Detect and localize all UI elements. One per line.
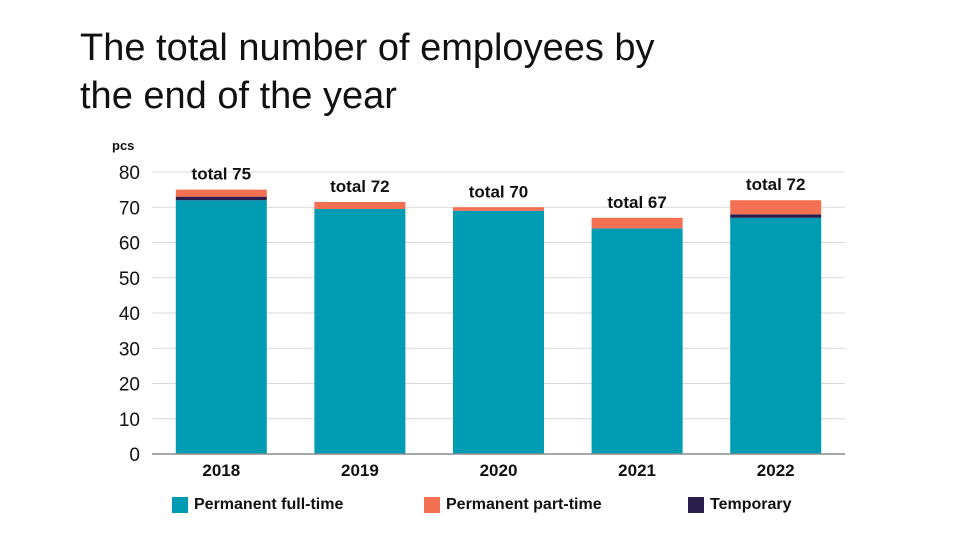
bar-2019-permanent-full-time [314,209,406,454]
y-tick-label-80: 80 [119,163,140,184]
x-tick-label-2018: 2018 [202,461,240,480]
bar-2020-permanent-full-time [453,210,544,454]
bar-2021-permanent-full-time [591,228,683,454]
y-tick-label-20: 20 [119,375,140,396]
y-tick-label-50: 50 [119,269,140,290]
bar-2022-temporary [730,214,822,218]
x-tick-label-2022: 2022 [757,461,795,480]
y-tick-label-0: 0 [129,445,140,466]
y-tick-label-70: 70 [119,198,140,219]
y-tick-label-40: 40 [119,304,140,325]
legend-item-permanent-part-time: Permanent part-time [424,496,602,514]
legend-label-permanent-part-time: Permanent part-time [446,496,602,513]
chart-title: The total number of employees by the end… [80,24,780,120]
stacked-bar-chart: pcs 0 10 20 30 40 50 60 70 80 total 75 2018 total 72… [112,138,845,480]
legend-swatch-permanent-part-time [424,497,440,513]
y-tick-label-30: 30 [119,339,140,360]
y-axis-unit-label: pcs [112,138,134,153]
bar-2021-permanent-part-time [591,217,683,229]
bar-2018-permanent-full-time [175,200,267,454]
x-tick-label-2019: 2019 [341,461,379,480]
total-label-2021: total 67 [607,193,667,212]
total-label-2022: total 72 [746,175,806,194]
y-tick-label-60: 60 [119,234,140,255]
legend-item-permanent-full-time: Permanent full-time [172,496,343,514]
total-label-2018: total 75 [192,165,252,184]
legend-swatch-temporary [688,497,704,513]
total-label-2020: total 70 [469,182,529,201]
total-label-2019: total 72 [330,177,390,196]
bar-2018-permanent-part-time [175,189,267,197]
legend-swatch-permanent-full-time [172,497,188,513]
bar-2022-permanent-full-time [730,217,822,454]
y-tick-label-10: 10 [119,410,140,431]
bar-2020-permanent-part-time [453,207,544,211]
bar-2019-permanent-part-time [314,201,406,210]
bar-2018-temporary [175,196,267,201]
legend-label-temporary: Temporary [710,496,792,513]
x-tick-label-2020: 2020 [480,461,518,480]
legend-item-temporary: Temporary [688,496,792,514]
legend-label-permanent-full-time: Permanent full-time [194,496,344,513]
chart-title-line-1: The total number of employees by [80,27,655,69]
bar-2022-permanent-part-time [730,200,822,215]
chart-title-line-2: the end of the year [80,75,397,117]
x-tick-label-2021: 2021 [618,461,656,480]
legend: Permanent full-time Permanent part-time … [0,496,961,520]
